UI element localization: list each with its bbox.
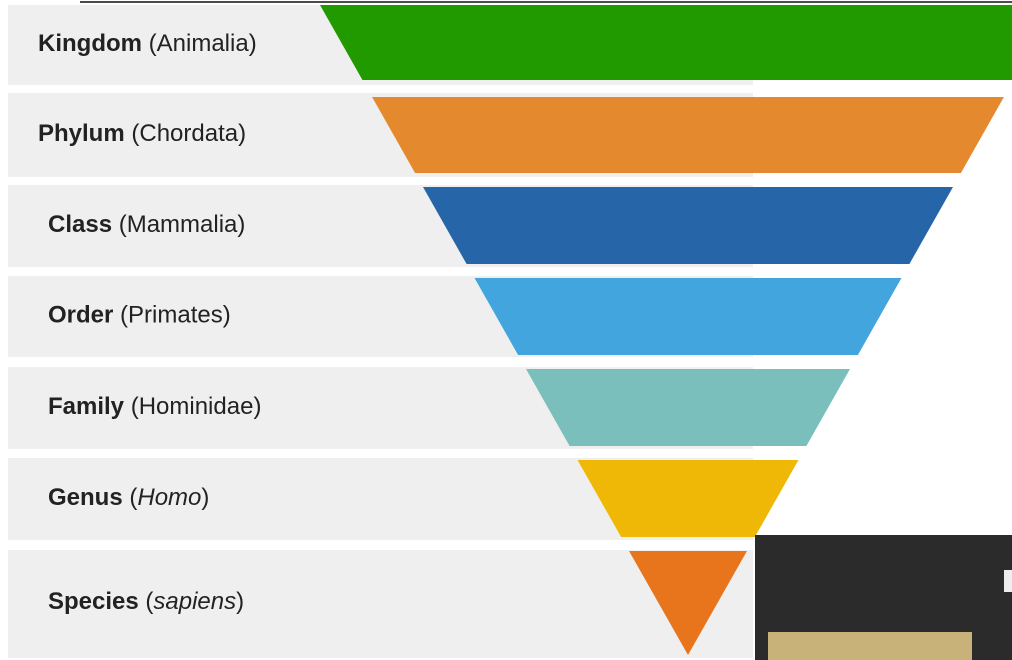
bracket: ( bbox=[131, 120, 139, 147]
bracket: ( bbox=[129, 484, 137, 511]
level-label: Order (Primates) bbox=[48, 302, 231, 329]
bracket: ) bbox=[223, 302, 231, 329]
bracket: ) bbox=[236, 588, 244, 615]
taxon: Animalia bbox=[157, 30, 250, 57]
bracket: ( bbox=[145, 588, 153, 615]
bracket: ( bbox=[119, 211, 127, 238]
page: {"levels": [ {"rank": "Kingdom", "taxon"… bbox=[0, 0, 1012, 660]
level-label: Phylum (Chordata) bbox=[38, 120, 246, 147]
taxon: Chordata bbox=[139, 120, 238, 147]
bracket: ( bbox=[120, 302, 128, 329]
bracket: ) bbox=[238, 120, 246, 147]
rank: Order bbox=[48, 302, 113, 329]
taxon: sapiens bbox=[153, 588, 236, 615]
bracket: ) bbox=[201, 484, 209, 511]
level-label: Genus (Homo) bbox=[48, 484, 209, 511]
rank: Class bbox=[48, 211, 112, 238]
taxon: Primates bbox=[128, 302, 223, 329]
taxonomy-funnel: Kingdom (Animalia)Phylum (Chordata)Class… bbox=[0, 0, 1012, 660]
taxon: Homo bbox=[137, 484, 201, 511]
funnel-level bbox=[526, 369, 850, 446]
funnel-level bbox=[372, 97, 1004, 173]
thumbnail-image bbox=[768, 632, 972, 660]
taxon: Hominidae bbox=[139, 393, 254, 420]
level-label: Class (Mammalia) bbox=[48, 211, 245, 238]
rank: Kingdom bbox=[38, 30, 142, 57]
level-label: Kingdom (Animalia) bbox=[38, 30, 257, 57]
funnel-level bbox=[320, 5, 1012, 80]
bracket: ) bbox=[249, 30, 257, 57]
thumbnail-glyph bbox=[1004, 570, 1012, 592]
bracket: ( bbox=[131, 393, 139, 420]
bracket: ( bbox=[149, 30, 157, 57]
rank: Family bbox=[48, 393, 125, 420]
level-label: Family (Hominidae) bbox=[48, 393, 261, 420]
level-label: Species (sapiens) bbox=[48, 588, 244, 615]
funnel-level bbox=[423, 187, 953, 264]
bracket: ) bbox=[253, 393, 261, 420]
rank: Genus bbox=[48, 484, 123, 511]
rank: Phylum bbox=[38, 120, 125, 147]
video-thumbnail bbox=[755, 535, 1012, 660]
rank: Species bbox=[48, 588, 139, 615]
funnel-level bbox=[475, 278, 902, 355]
taxon: Mammalia bbox=[127, 211, 238, 238]
bracket: ) bbox=[237, 211, 245, 238]
